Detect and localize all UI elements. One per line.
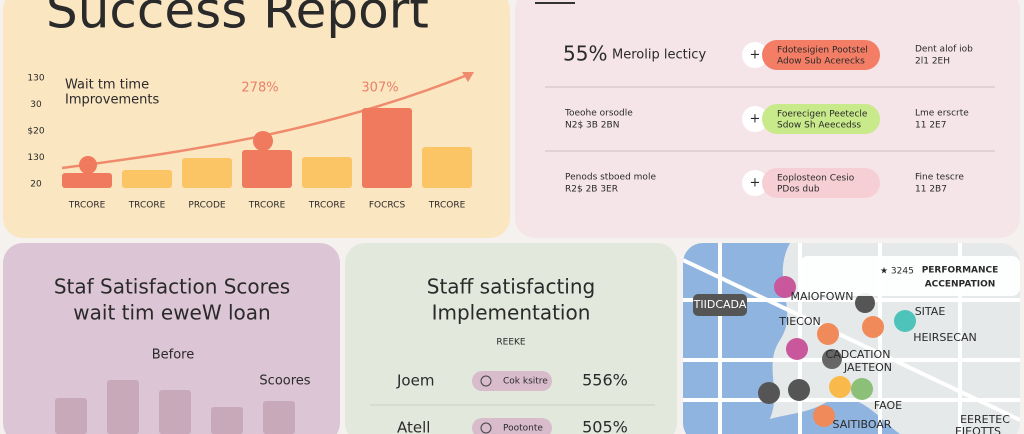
pill-text: Eoplosteon Cesio xyxy=(777,174,855,184)
annotation: 278% xyxy=(241,81,278,96)
pill xyxy=(472,418,552,434)
panel xyxy=(3,243,340,434)
pill xyxy=(762,104,880,134)
map-label: HEIRSECAN xyxy=(913,331,976,344)
pill xyxy=(472,371,552,391)
bar xyxy=(62,173,112,188)
x-tick-label: TRCORE xyxy=(128,201,166,211)
title: Success Report xyxy=(46,0,429,40)
legend: Improvements xyxy=(65,93,159,108)
map-label: SITAE xyxy=(915,305,946,318)
metric-label: R2$ 2B 3ER xyxy=(565,185,618,195)
metric-note: Lme erscrte xyxy=(915,109,969,119)
bar xyxy=(107,380,139,434)
bar xyxy=(122,170,172,188)
title: wait tim eweW loan xyxy=(73,301,270,325)
annotation: 307% xyxy=(361,81,398,96)
marker xyxy=(253,131,273,151)
map-label: TIECON xyxy=(778,315,820,328)
title: Implementation xyxy=(432,301,591,325)
bar xyxy=(422,147,472,188)
metric-value: 55% xyxy=(563,42,607,66)
x-tick-label: TRCORE xyxy=(248,201,286,211)
map-heading: PERFORMANCE xyxy=(922,266,999,276)
panel xyxy=(345,243,677,434)
map-label: JAETEON xyxy=(843,361,892,374)
axis-label: $20 xyxy=(27,127,44,137)
bar xyxy=(302,157,352,188)
bar xyxy=(55,398,87,434)
map-label: EERETEC xyxy=(960,413,1010,426)
bar xyxy=(242,150,292,188)
metric-note: Fine tescre xyxy=(915,173,964,183)
radio[interactable] xyxy=(480,422,492,434)
metric-note: Dent alof iob xyxy=(915,45,973,55)
row-value: 556% xyxy=(582,371,628,390)
add-button[interactable] xyxy=(742,42,768,68)
axis-label: 130 xyxy=(27,74,44,84)
x-tick-label: TRCORE xyxy=(68,201,106,211)
axis-label: 130 xyxy=(27,153,44,163)
annotation: Scoores xyxy=(259,374,310,389)
x-tick-label: TRCORE xyxy=(308,201,346,211)
title: Staf Satisfaction Scores xyxy=(54,275,290,299)
title: Staff satisfacting xyxy=(427,275,596,299)
bar xyxy=(362,108,412,188)
radio[interactable] xyxy=(480,375,492,387)
plus: + xyxy=(750,48,761,63)
row-label: Joem xyxy=(396,372,434,390)
metric-label: N2$ 3B 2BN xyxy=(565,121,619,131)
map-label: CADCATION xyxy=(826,348,891,361)
pill-text: Foerecigen Peetecle xyxy=(777,110,868,120)
plus: + xyxy=(750,112,761,127)
axis-label: 30 xyxy=(30,100,42,110)
metric-note: 11 2E7 xyxy=(915,121,946,131)
bar xyxy=(263,401,295,434)
metric-note: 2l1 2EH xyxy=(915,57,950,67)
pill-text: Adow Sub Acerecks xyxy=(777,57,865,67)
x-tick-label: FOCRCS xyxy=(369,201,406,211)
x-tick-label: PRCODE xyxy=(188,201,226,211)
plus: + xyxy=(750,176,761,191)
badge: ★ 3245 xyxy=(880,267,914,277)
map-label: TIIDCADA xyxy=(693,298,747,311)
axis-label: 20 xyxy=(30,180,42,190)
metric-label: Penods stboed mole xyxy=(565,173,656,183)
arrow xyxy=(462,72,474,82)
map-label: SAITIBOAR xyxy=(833,418,892,431)
bar xyxy=(159,390,191,434)
map xyxy=(683,243,1020,434)
pill-text: Cok ksitre xyxy=(503,377,548,387)
add-button[interactable] xyxy=(742,170,768,196)
pill-text: Fdotesigien Pootstel xyxy=(777,46,868,56)
bar xyxy=(182,158,232,188)
bar xyxy=(211,407,243,434)
annotation: Before xyxy=(152,348,195,363)
row-label: Atell xyxy=(397,419,430,434)
pill-text: PDos dub xyxy=(777,185,820,195)
pill xyxy=(762,168,880,198)
add-button[interactable] xyxy=(742,106,768,132)
marker xyxy=(79,156,97,174)
pill-text: Sdow Sh Aeecedss xyxy=(777,121,861,131)
map-label: MAIOFOWN xyxy=(790,290,853,303)
subtitle: REEKE xyxy=(496,338,526,348)
metric-label: Merolip lecticy xyxy=(612,48,706,63)
x-tick-label: TRCORE xyxy=(428,201,466,211)
map-label: EIEOTTS xyxy=(955,425,1001,434)
map-heading: ACCENPATION xyxy=(925,280,996,290)
legend: Wait tm time xyxy=(65,78,149,93)
row-value: 505% xyxy=(582,418,628,434)
metric-note: 11 2B7 xyxy=(915,185,947,195)
pill-text: Pootonte xyxy=(503,424,543,434)
metric-label: Toeohe orsodle xyxy=(564,109,633,119)
pill xyxy=(762,40,880,70)
map-label: FAOE xyxy=(874,399,902,412)
